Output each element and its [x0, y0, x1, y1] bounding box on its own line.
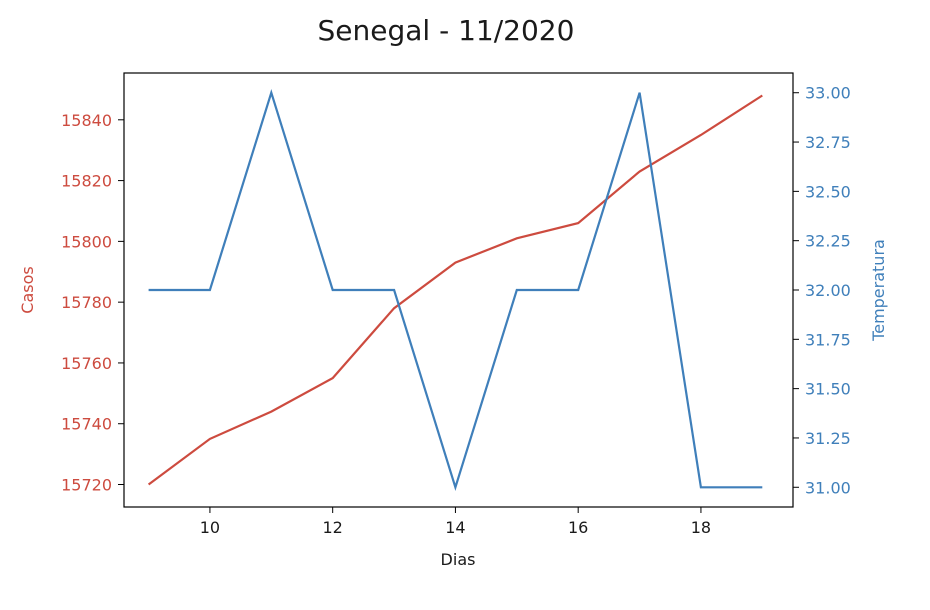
y-right-tick-label: 31.75: [805, 330, 851, 349]
y-axis-right-label: Temperatura: [869, 239, 888, 342]
x-axis: 10 12 14 16 18: [200, 507, 711, 537]
plot-frame: [123, 72, 794, 508]
plot-area: [123, 72, 794, 508]
y-right-tick-label: 32.25: [805, 232, 851, 251]
y-right-tick-label: 31.00: [805, 478, 851, 497]
y-right-tick-label: 32.75: [805, 133, 851, 152]
series-line-temperatura: [148, 88, 763, 492]
y-left-tick-label: 15740: [61, 415, 112, 434]
x-tick-label: 18: [691, 518, 711, 537]
x-tick-label: 12: [322, 518, 342, 537]
y-axis-left-label: Casos: [18, 266, 37, 313]
y-right-tick-label: 31.25: [805, 429, 851, 448]
x-tick-label: 14: [445, 518, 465, 537]
y-left-tick-label: 15760: [61, 354, 112, 373]
series-layer: [147, 88, 763, 492]
y-right-tick-label: 33.00: [805, 84, 851, 103]
y-left-tick-label: 15840: [61, 111, 112, 130]
x-tick-label: 10: [200, 518, 220, 537]
y-left-tick-label: 15780: [61, 293, 112, 312]
y-left-tick-label: 15720: [61, 476, 112, 495]
y-right-tick-label: 32.00: [805, 281, 851, 300]
y-left-tick-label: 15800: [61, 232, 112, 251]
y-left-tick-label: 15820: [61, 172, 112, 191]
y-axis-right: 31.00 31.25 31.50 31.75 32.00 32.25 32.50 32.75…: [793, 84, 851, 497]
chart-title: Senegal - 11/2020: [318, 14, 575, 47]
y-right-tick-label: 32.50: [805, 182, 851, 201]
y-right-tick-label: 31.50: [805, 380, 851, 399]
series-line-casos: [147, 94, 763, 486]
y-axis-left: 15720 15740 15760 15780 15800 15820 15840: [61, 111, 124, 495]
x-axis-label: Dias: [441, 550, 476, 569]
x-tick-label: 16: [568, 518, 588, 537]
